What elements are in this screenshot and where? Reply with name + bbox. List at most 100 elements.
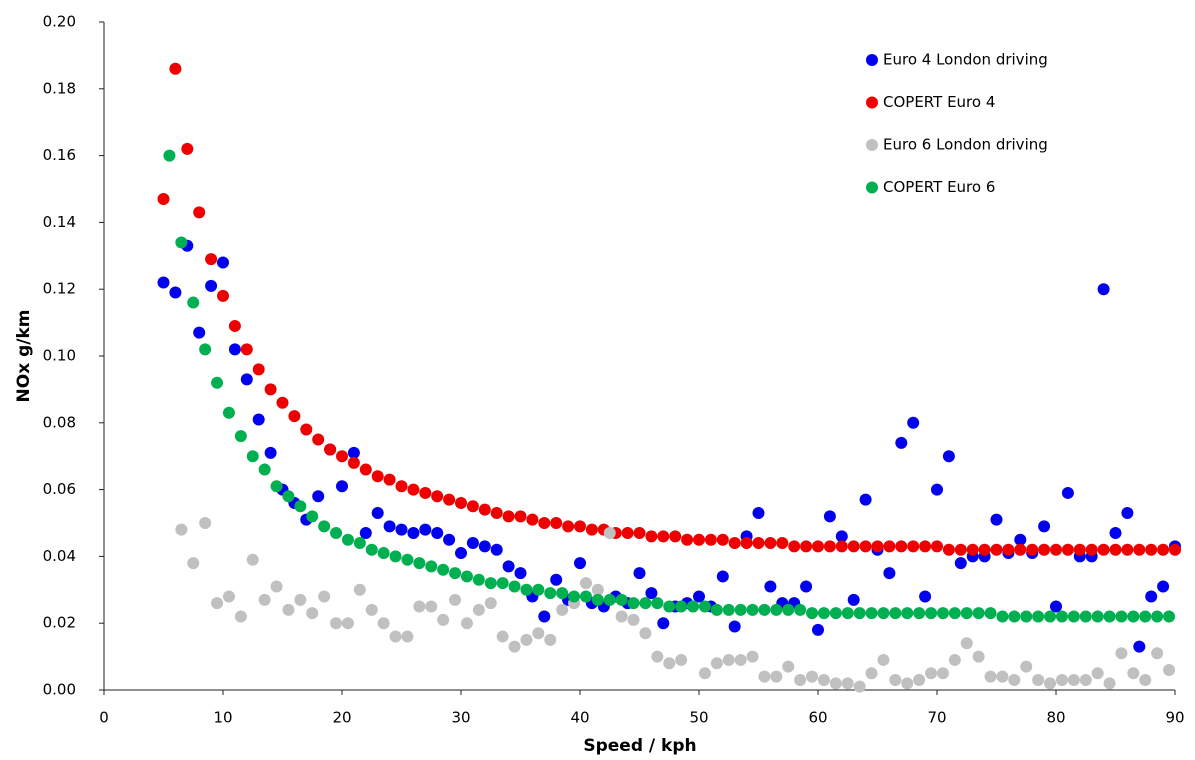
point: [574, 520, 586, 533]
point: [1032, 673, 1045, 686]
point: [800, 580, 813, 593]
point: [603, 527, 616, 540]
point: [508, 580, 521, 593]
point: [936, 607, 949, 620]
legend-marker: [866, 181, 878, 194]
y-tick-label: 0.08: [43, 413, 76, 431]
y-tick-label: 0.16: [43, 146, 76, 164]
point: [1163, 663, 1176, 676]
point: [865, 607, 878, 620]
point: [1050, 543, 1062, 556]
point: [1109, 543, 1122, 556]
point: [514, 510, 527, 523]
point: [794, 673, 807, 686]
point: [562, 520, 575, 533]
point: [776, 537, 789, 550]
point: [199, 343, 212, 356]
point: [383, 520, 396, 533]
point: [1097, 543, 1110, 556]
point: [228, 319, 241, 332]
point: [948, 653, 961, 666]
point: [651, 650, 664, 663]
point: [663, 600, 676, 613]
point: [1121, 506, 1134, 519]
point: [1097, 283, 1110, 296]
point: [925, 607, 938, 620]
point: [823, 540, 836, 553]
point: [907, 540, 920, 553]
point: [591, 593, 604, 606]
point: [472, 603, 485, 616]
point: [353, 537, 366, 550]
point: [990, 513, 1003, 526]
x-tick-label: 60: [808, 709, 827, 727]
point: [484, 597, 497, 610]
point: [258, 463, 271, 476]
point: [812, 540, 824, 553]
point: [817, 607, 830, 620]
point: [240, 343, 253, 356]
point: [1073, 543, 1086, 556]
point: [1151, 610, 1164, 623]
point: [568, 590, 581, 603]
point: [193, 326, 206, 339]
point: [788, 540, 801, 553]
point: [639, 627, 652, 640]
point: [574, 557, 586, 570]
point: [829, 677, 842, 690]
point: [889, 673, 902, 686]
point: [823, 510, 836, 523]
x-tick-label: 90: [1165, 709, 1184, 727]
legend-marker: [866, 139, 878, 151]
point: [508, 640, 521, 653]
point: [728, 537, 741, 550]
point: [990, 543, 1003, 556]
point: [1109, 527, 1122, 540]
point: [169, 286, 182, 299]
point: [925, 667, 938, 680]
point: [1145, 543, 1158, 556]
point: [556, 587, 569, 600]
point: [353, 583, 366, 596]
point: [675, 600, 688, 613]
point: [341, 533, 354, 546]
point: [222, 406, 235, 419]
point: [1139, 673, 1152, 686]
point: [306, 607, 319, 620]
point: [401, 553, 414, 566]
point: [651, 597, 664, 610]
point: [526, 513, 539, 526]
point: [615, 610, 628, 623]
point: [913, 607, 926, 620]
x-tick-label: 0: [99, 709, 109, 727]
point: [544, 587, 557, 600]
point: [175, 523, 188, 536]
point: [460, 617, 473, 630]
point: [347, 446, 360, 459]
point: [175, 236, 188, 249]
point: [1038, 543, 1051, 556]
point: [377, 547, 390, 560]
y-tick-label: 0.04: [43, 547, 76, 565]
point: [883, 540, 896, 553]
point: [960, 607, 973, 620]
point: [163, 149, 176, 162]
point: [1079, 610, 1092, 623]
point: [782, 603, 795, 616]
point: [954, 543, 967, 556]
point: [502, 560, 515, 573]
point: [496, 630, 509, 643]
point: [1061, 486, 1074, 499]
point: [371, 506, 384, 519]
point: [359, 527, 372, 540]
legend-marker: [866, 96, 878, 109]
point: [550, 573, 563, 586]
x-axis-title: Speed / kph: [583, 736, 696, 756]
point: [633, 527, 646, 540]
point: [687, 600, 700, 613]
point: [502, 510, 515, 523]
point: [478, 503, 491, 516]
point: [538, 610, 551, 623]
point: [1115, 610, 1128, 623]
point: [1061, 543, 1074, 556]
